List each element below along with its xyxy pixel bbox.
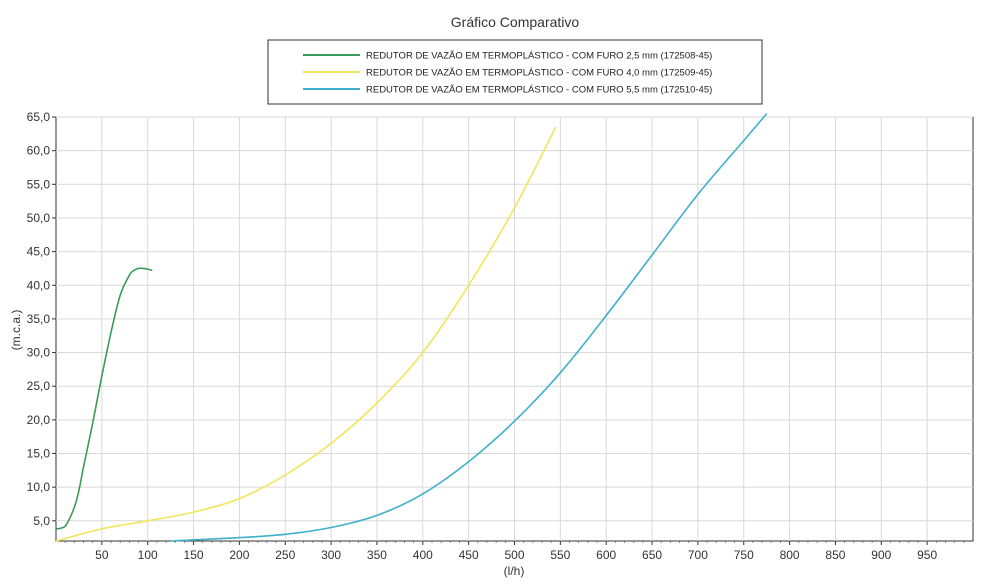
y-tick-label: 35,0 xyxy=(27,312,51,326)
x-axis-label: (l/h) xyxy=(504,564,525,578)
grid xyxy=(56,116,973,541)
legend-label-2: REDUTOR DE VAZÃO EM TERMOPLÁSTICO - COM … xyxy=(366,68,712,79)
y-tick-label: 40,0 xyxy=(27,278,51,292)
x-tick-label: 950 xyxy=(917,548,937,562)
x-tick-label: 100 xyxy=(138,548,158,562)
y-tick-label: 60,0 xyxy=(27,144,51,158)
x-tick-label: 150 xyxy=(184,548,204,562)
x-tick-label: 900 xyxy=(871,548,891,562)
legend-label-1: REDUTOR DE VAZÃO EM TERMOPLÁSTICO - COM … xyxy=(366,51,712,62)
x-tick-label: 650 xyxy=(642,548,662,562)
x-tick-label: 550 xyxy=(550,548,570,562)
series-line-3 xyxy=(170,113,768,542)
series-line-2 xyxy=(55,126,557,542)
x-tick-label: 800 xyxy=(780,548,800,562)
x-tick-label: 500 xyxy=(504,548,524,562)
y-tick-label: 20,0 xyxy=(27,413,51,427)
y-tick-label: 55,0 xyxy=(27,177,51,191)
y-tick-label: 15,0 xyxy=(27,447,51,461)
y-tick-label: 5,0 xyxy=(33,514,50,528)
x-tick-label: 600 xyxy=(596,548,616,562)
x-tick-label: 50 xyxy=(95,548,109,562)
y-tick-label: 65,0 xyxy=(27,110,51,124)
series-lines xyxy=(55,113,768,542)
y-tick-label: 25,0 xyxy=(27,379,51,393)
y-axis-label: (m.c.a.) xyxy=(9,310,23,351)
legend: REDUTOR DE VAZÃO EM TERMOPLÁSTICO - COM … xyxy=(267,39,763,105)
y-tick-label: 30,0 xyxy=(27,346,51,360)
x-tick-label: 250 xyxy=(275,548,295,562)
x-tick-label: 400 xyxy=(413,548,433,562)
x-tick-label: 850 xyxy=(825,548,845,562)
x-tick-label: 300 xyxy=(321,548,341,562)
chart-title: Gráfico Comparativo xyxy=(451,14,580,30)
y-tick-label: 50,0 xyxy=(27,211,51,225)
y-tick-label: 45,0 xyxy=(27,245,51,259)
x-tick-label: 200 xyxy=(229,548,249,562)
legend-label-3: REDUTOR DE VAZÃO EM TERMOPLÁSTICO - COM … xyxy=(366,85,712,96)
x-tick-label: 700 xyxy=(688,548,708,562)
x-axis-ticks: 50 100 150 200 250 300 350 400 450 500 550 600 650 70… xyxy=(64,541,965,562)
x-tick-label: 450 xyxy=(459,548,479,562)
series-line-1 xyxy=(55,267,153,530)
y-tick-label: 10,0 xyxy=(27,480,51,494)
x-tick-label: 750 xyxy=(734,548,754,562)
x-tick-label: 350 xyxy=(367,548,387,562)
y-axis-ticks: 5,0 10,0 15,0 20,0 25,0 30,0 35,0 40,0 45,0 50,0 5… xyxy=(27,110,56,528)
